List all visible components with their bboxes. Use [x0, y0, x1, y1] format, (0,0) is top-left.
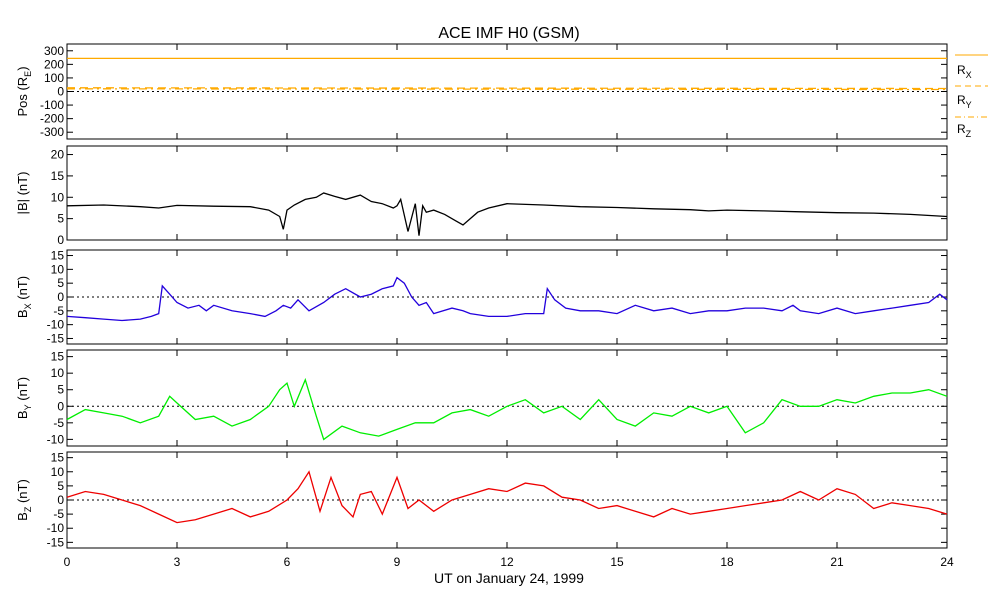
ytick-label-bz-0: 15 — [51, 451, 65, 465]
ytick-label-bz-6: -15 — [47, 535, 65, 549]
legend-rz-label: RZ — [957, 122, 972, 139]
ytick-label-bx-2: 5 — [57, 276, 64, 290]
xtick-label-7: 21 — [830, 555, 844, 569]
ytick-label-bx-0: 15 — [51, 249, 65, 263]
xtick-label-5: 15 — [610, 555, 624, 569]
y-axis-label-btot: |B| (nT) — [15, 172, 30, 215]
ytick-label-btot-2: 10 — [51, 190, 65, 204]
y-axis-label-bz: BZ (nT) — [15, 479, 33, 521]
ytick-label-bx-1: 10 — [51, 262, 65, 276]
ytick-label-by-3: 0 — [57, 399, 64, 413]
xtick-label-8: 24 — [940, 555, 954, 569]
series-bx-0 — [66, 276, 948, 322]
panel-frame-btot — [66, 145, 948, 241]
y-axis-label-by: BY (nT) — [15, 377, 33, 419]
xtick-label-2: 6 — [284, 555, 291, 569]
ytick-label-btot-4: 0 — [57, 233, 64, 247]
ytick-label-by-5: -10 — [47, 432, 65, 446]
xtick-label-6: 18 — [720, 555, 734, 569]
series-bz-0 — [66, 470, 948, 524]
series-btot-0 — [66, 192, 948, 236]
legend-ry-label: RY — [957, 93, 972, 110]
ytick-label-by-4: -5 — [53, 416, 64, 430]
ytick-label-bz-5: -10 — [47, 521, 65, 535]
series-by-0 — [66, 377, 948, 441]
ytick-label-btot-0: 20 — [51, 148, 65, 162]
ytick-label-by-1: 10 — [51, 366, 65, 380]
xtick-label-3: 9 — [394, 555, 401, 569]
y-axis-label-bx: BX (nT) — [15, 276, 33, 318]
position-legend: RX RY RZ — [955, 54, 988, 139]
ytick-label-pos-1: 200 — [44, 57, 64, 71]
ytick-label-bz-3: 0 — [57, 493, 64, 507]
series-pos-1 — [66, 87, 948, 90]
series-pos-2 — [66, 88, 948, 91]
chart-title: ACE IMF H0 (GSM) — [438, 25, 579, 42]
ytick-label-bz-2: 5 — [57, 479, 64, 493]
ytick-label-pos-5: -200 — [40, 112, 64, 126]
x-axis-label: UT on January 24, 1999 — [434, 570, 584, 586]
ytick-label-bx-6: -15 — [47, 331, 65, 345]
ytick-label-by-2: 5 — [57, 383, 64, 397]
ytick-label-pos-3: 0 — [57, 85, 64, 99]
panel-frame-by — [66, 349, 948, 447]
ytick-label-btot-1: 15 — [51, 169, 65, 183]
panel-by: 15 10 5 0 -5 -10 BY (nT) — [15, 349, 948, 447]
panel-btot: 20 15 10 5 0 |B| (nT) — [15, 145, 948, 247]
ytick-label-pos-0: 300 — [44, 44, 64, 58]
ytick-label-bz-1: 10 — [51, 465, 65, 479]
xtick-label-1: 3 — [174, 555, 181, 569]
xtick-label-0: 0 — [64, 555, 71, 569]
ytick-label-by-0: 15 — [51, 350, 65, 364]
ytick-label-pos-2: 100 — [44, 71, 64, 85]
ytick-label-pos-4: -100 — [40, 98, 64, 112]
ytick-label-btot-3: 5 — [57, 212, 64, 226]
ytick-label-bx-3: 0 — [57, 290, 64, 304]
ytick-label-bz-4: -5 — [53, 507, 64, 521]
legend-rx-label: RX — [957, 63, 972, 80]
ytick-label-bx-4: -5 — [53, 304, 64, 318]
xtick-label-4: 12 — [500, 555, 514, 569]
y-axis-label-pos: Pos (RE) — [15, 66, 33, 116]
ytick-label-pos-6: -300 — [40, 125, 64, 139]
ytick-label-bx-5: -10 — [47, 318, 65, 332]
